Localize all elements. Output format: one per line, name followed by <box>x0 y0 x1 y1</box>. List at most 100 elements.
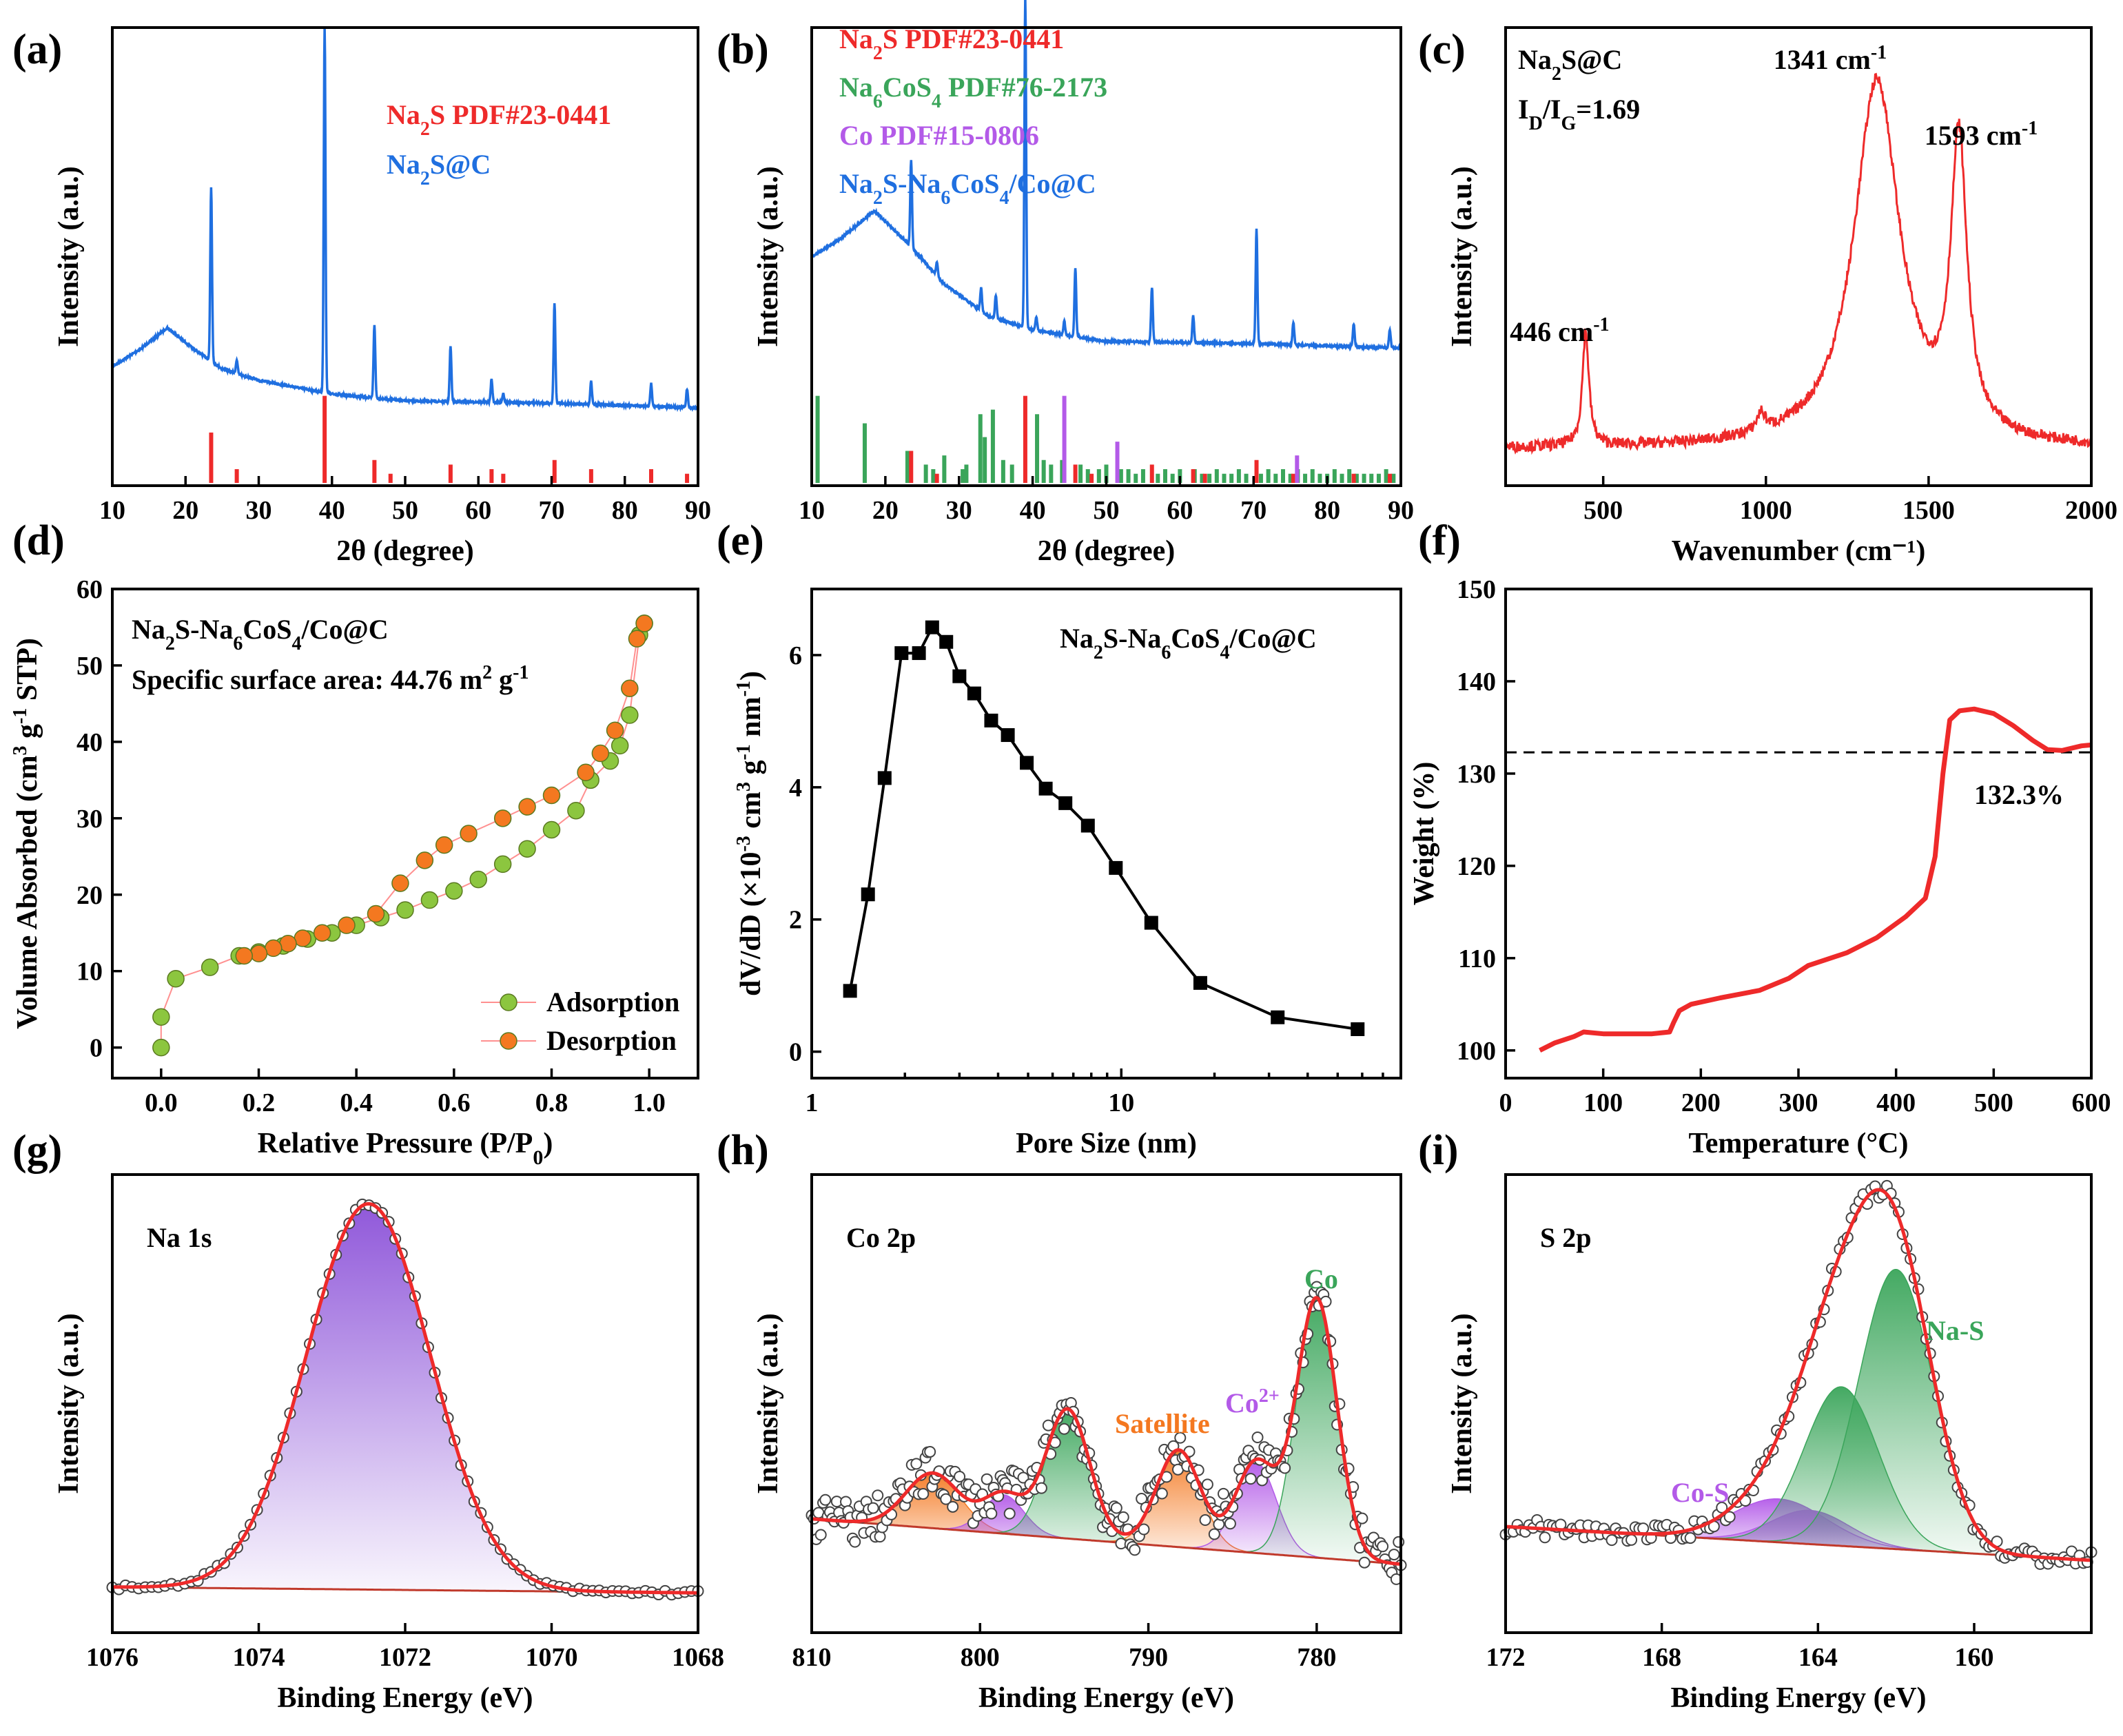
x-tick-label: 0.4 <box>340 1088 373 1117</box>
adsorption-point <box>396 901 414 919</box>
desorption-point <box>518 798 536 816</box>
desorption-point <box>591 744 610 763</box>
data-point <box>1201 1478 1213 1491</box>
plot-frame <box>111 588 699 1079</box>
x-tick-label: 300 <box>1779 1088 1818 1117</box>
y-axis-label: Intensity (a.u.) <box>53 1313 85 1494</box>
desorption-point <box>294 929 311 947</box>
data-point <box>1279 1462 1291 1474</box>
panel-label-b: (b) <box>717 26 769 73</box>
data-point <box>1174 1432 1187 1444</box>
desorption-point <box>391 874 409 892</box>
panel-label-d: (d) <box>12 517 65 564</box>
x-tick-label: 780 <box>1297 1643 1336 1672</box>
x-tick-label: 0 <box>1499 1088 1512 1117</box>
psd-point <box>952 669 967 683</box>
desorption-point <box>265 939 283 958</box>
data-point <box>1117 1511 1129 1523</box>
desorption-point <box>235 947 253 965</box>
data-point <box>1251 1431 1264 1443</box>
panel-i: 172 168 164 160 Binding Energy (eV) Intensity… <box>1446 1173 2098 1714</box>
x-axis-label: Pore Size (nm) <box>1016 1128 1197 1159</box>
data-point <box>910 1458 923 1470</box>
panel-h: 810 800 790 780 Binding Energy (eV) Intensity… <box>752 1173 1407 1714</box>
psd-point <box>912 646 926 661</box>
data-point <box>947 1500 959 1513</box>
data-point <box>1539 1531 1551 1544</box>
data-point <box>1224 1518 1236 1530</box>
panel-label-a: (a) <box>12 26 62 73</box>
x-tick-label: 90 <box>1388 496 1414 525</box>
sample-label: Na2S-Na6CoS4/Co@C <box>1060 623 1317 663</box>
plot-frame <box>111 26 699 487</box>
x-tick-label: 1 <box>806 1088 819 1117</box>
psd-point <box>894 646 909 661</box>
desorption-point <box>435 836 453 854</box>
id-ig-ratio: ID/IG=1.69 <box>1518 94 1640 134</box>
fit-envelope <box>1505 1188 2091 1562</box>
peak-label: Satellite <box>1115 1408 1210 1439</box>
psd-point <box>967 686 981 701</box>
x-tick-label: 200 <box>1681 1088 1721 1117</box>
psd-point <box>843 984 857 998</box>
y-tick-label: 10 <box>76 958 103 986</box>
x-tick-label: 400 <box>1876 1088 1916 1117</box>
peak-label: Co <box>1304 1263 1338 1294</box>
desorption-point <box>416 851 434 869</box>
y-tick-label: 6 <box>789 641 802 670</box>
x-tick-label: 30 <box>946 496 972 525</box>
x-tick-label: 70 <box>539 496 565 525</box>
data-point <box>1218 1487 1230 1500</box>
reference-line-label: 132.3% <box>1974 779 2064 810</box>
raman-spectrum <box>1504 72 2093 455</box>
x-tick-label: 100 <box>1583 1088 1623 1117</box>
x-axis-label: Temperature (°C) <box>1689 1128 1909 1159</box>
y-tick-label: 50 <box>76 652 103 681</box>
x-tick-label: 10 <box>1108 1088 1134 1117</box>
peak-label: Co-S <box>1671 1477 1729 1508</box>
data-point <box>1058 1423 1070 1435</box>
x-tick-label: 1076 <box>86 1643 139 1672</box>
adsorption-point <box>152 1038 170 1057</box>
desorption-point <box>542 786 561 805</box>
data-point <box>1356 1512 1368 1525</box>
spectrum-label: Co 2p <box>846 1222 916 1253</box>
tga-curve <box>1539 706 2092 1053</box>
x-tick-label: 0.8 <box>535 1088 568 1117</box>
y-tick-label: 20 <box>76 881 103 910</box>
desorption-point <box>577 763 595 781</box>
y-tick-label: 60 <box>76 575 103 604</box>
psd-point <box>877 771 892 785</box>
y-tick-label: 0 <box>789 1038 802 1067</box>
adsorption-point <box>420 891 439 909</box>
peak-label: 1593 cm-1 <box>1925 118 2038 152</box>
x-tick-label: 0.0 <box>145 1088 178 1117</box>
psd-point <box>1271 1010 1285 1024</box>
x-tick-label: 168 <box>1642 1643 1681 1672</box>
x-tick-label: 80 <box>612 496 638 525</box>
psd-point <box>1020 756 1034 770</box>
y-tick-label: 40 <box>76 728 103 757</box>
fit-envelope <box>811 1296 1402 1566</box>
x-tick-label: 40 <box>319 496 345 525</box>
x-tick-label: 60 <box>1167 496 1193 525</box>
x-tick-label: 0.6 <box>438 1088 471 1117</box>
data-point <box>840 1496 852 1508</box>
peak-label: 446 cm-1 <box>1510 314 1609 348</box>
data-point <box>1358 1556 1371 1569</box>
x-axis-label: Binding Energy (eV) <box>1670 1682 1926 1714</box>
x-axis-label: Binding Energy (eV) <box>277 1682 533 1714</box>
data-point <box>1606 1534 1618 1547</box>
sample-label: Na2S-Na6CoS4/Co@C <box>132 614 389 654</box>
adsorption-point <box>493 855 512 874</box>
x-axis-label: 2θ (degree) <box>336 535 474 567</box>
y-tick-label: 4 <box>789 774 802 803</box>
data-point <box>1716 1501 1728 1513</box>
data-point <box>1723 1511 1736 1523</box>
x-tick-label: 1074 <box>233 1643 285 1672</box>
data-point <box>1156 1487 1168 1500</box>
panel-label-c: (c) <box>1418 26 1466 73</box>
x-tick-label: 50 <box>392 496 418 525</box>
data-point <box>1213 1518 1225 1531</box>
x-tick-label: 500 <box>1974 1088 2013 1117</box>
